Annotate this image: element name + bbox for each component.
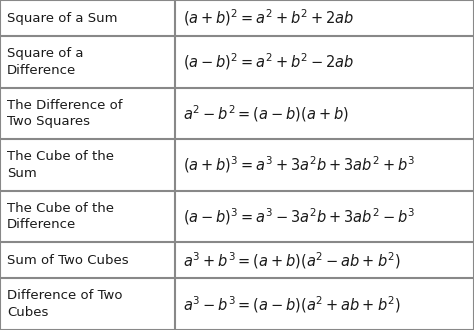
Text: Sum of Two Cubes: Sum of Two Cubes xyxy=(7,254,128,267)
Text: $(a - b)^2 = a^2 + b^2 - 2ab$: $(a - b)^2 = a^2 + b^2 - 2ab$ xyxy=(183,51,355,72)
Text: $(a - b)^3 = a^3 - 3a^2b + 3ab^2 - b^3$: $(a - b)^3 = a^3 - 3a^2b + 3ab^2 - b^3$ xyxy=(183,206,415,227)
Text: The Cube of the
Sum: The Cube of the Sum xyxy=(7,150,114,180)
Text: Square of a Sum: Square of a Sum xyxy=(7,12,118,24)
Text: Difference of Two
Cubes: Difference of Two Cubes xyxy=(7,289,122,319)
Text: $a^3 + b^3 = (a + b)(a^2 - ab + b^2)$: $a^3 + b^3 = (a + b)(a^2 - ab + b^2)$ xyxy=(183,250,401,271)
Text: Square of a
Difference: Square of a Difference xyxy=(7,47,83,77)
Text: $(a + b)^2 = a^2 + b^2 + 2ab$: $(a + b)^2 = a^2 + b^2 + 2ab$ xyxy=(183,8,355,28)
Text: $(a + b)^3 = a^3 + 3a^2b + 3ab^2 + b^3$: $(a + b)^3 = a^3 + 3a^2b + 3ab^2 + b^3$ xyxy=(183,155,415,175)
Text: The Difference of
Two Squares: The Difference of Two Squares xyxy=(7,99,122,128)
Text: $a^3 - b^3 = (a - b)(a^2 + ab + b^2)$: $a^3 - b^3 = (a - b)(a^2 + ab + b^2)$ xyxy=(183,294,401,314)
Text: $a^2 - b^2 = (a - b)(a + b)$: $a^2 - b^2 = (a - b)(a + b)$ xyxy=(183,103,349,124)
Text: The Cube of the
Difference: The Cube of the Difference xyxy=(7,202,114,231)
